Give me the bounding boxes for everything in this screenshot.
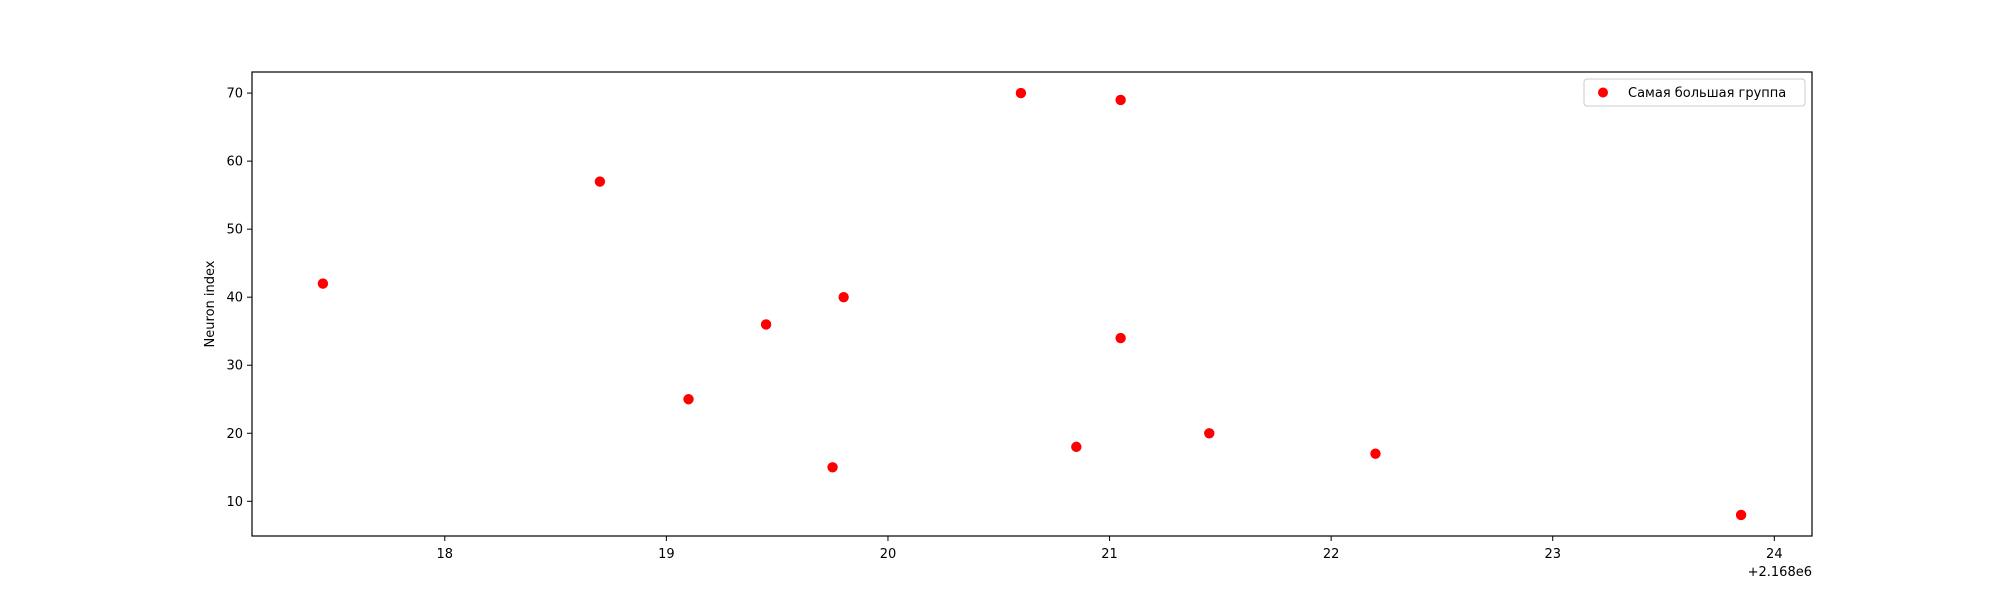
y-tick-label: 50 — [226, 223, 243, 238]
data-point — [1204, 428, 1215, 439]
plot-area — [252, 72, 1812, 536]
legend: Самая большая группа — [1583, 78, 1806, 107]
x-offset-text: +2.168e6 — [1748, 565, 1812, 580]
x-tick-label: 18 — [437, 547, 454, 562]
data-point — [1115, 332, 1126, 344]
data-points — [317, 87, 1747, 521]
y-tick-label: 30 — [226, 359, 243, 374]
x-tick-label: 19 — [658, 547, 675, 562]
x-tick-label: 24 — [1766, 547, 1783, 562]
y-axis: 10 20 30 40 50 60 70 — [226, 87, 252, 510]
x-tick-label: 20 — [880, 547, 897, 562]
y-tick-label: 60 — [226, 155, 243, 170]
y-tick-label: 10 — [226, 495, 243, 510]
x-axis: 18 19 20 21 22 23 24 — [437, 536, 1783, 562]
y-tick-label: 40 — [226, 291, 243, 306]
legend-box — [1583, 78, 1806, 107]
y-tick-label: 20 — [226, 427, 243, 442]
data-point — [838, 291, 849, 303]
data-point — [827, 462, 838, 473]
data-point — [683, 394, 694, 405]
data-point — [1370, 448, 1381, 459]
data-point — [1735, 509, 1747, 521]
data-point — [1115, 94, 1126, 106]
y-axis-label: Neuron index — [203, 260, 218, 347]
data-point — [317, 278, 329, 289]
data-point — [760, 319, 772, 330]
x-tick-label: 23 — [1544, 547, 1561, 562]
legend-marker — [1598, 87, 1608, 98]
data-point — [594, 176, 606, 187]
data-point — [1071, 441, 1082, 453]
data-point — [1015, 87, 1027, 99]
legend-label: Самая большая группа — [1628, 86, 1786, 101]
x-tick-label: 21 — [1101, 547, 1118, 562]
plot-frame — [251, 71, 1813, 537]
x-tick-label: 22 — [1323, 547, 1340, 562]
y-tick-label: 70 — [226, 87, 243, 102]
